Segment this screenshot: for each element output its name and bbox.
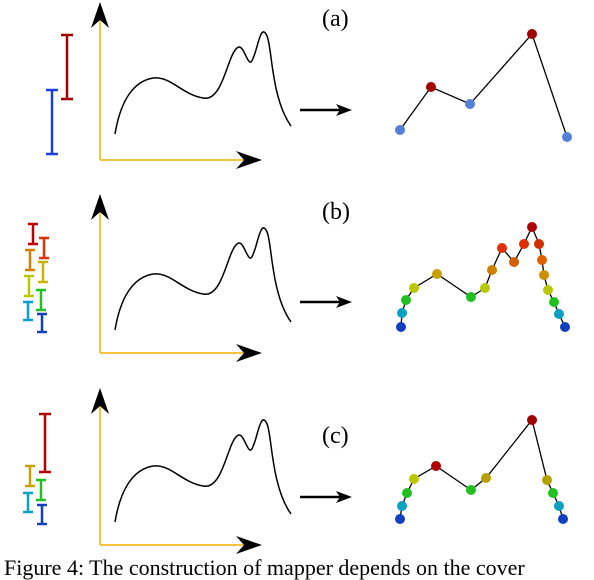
axes-a [91, 2, 262, 169]
y-axis-arrowhead [91, 388, 109, 414]
node [395, 514, 405, 524]
node [480, 283, 490, 293]
node [560, 322, 570, 332]
interval-b-4 [38, 260, 48, 284]
cover-intervals-a [46, 33, 73, 156]
node [397, 308, 407, 318]
interval-b-5 [24, 274, 34, 298]
panel-b: (b) [23, 194, 570, 362]
node [554, 309, 564, 319]
interval-a-1 [61, 33, 73, 101]
mapper-graph-a [395, 29, 572, 142]
node [397, 501, 407, 511]
node [487, 265, 497, 275]
y-axis-arrowhead [91, 2, 109, 28]
node [409, 283, 419, 293]
node [534, 239, 544, 249]
node [497, 243, 507, 253]
node [527, 415, 537, 425]
node [396, 322, 406, 332]
node [548, 488, 558, 498]
panel-label-c: (c) [322, 423, 349, 449]
cover-intervals-b [23, 222, 49, 334]
interval-c-1 [39, 412, 51, 474]
node [401, 295, 411, 305]
mapping-arrow [300, 104, 352, 116]
function-curve [114, 31, 292, 135]
interval-b-6 [36, 288, 46, 312]
node [542, 475, 552, 485]
node [395, 125, 405, 135]
node [519, 239, 529, 249]
interval-c-3 [36, 478, 46, 502]
function-curve [114, 227, 292, 331]
node [558, 514, 568, 524]
interval-c-4 [23, 491, 33, 514]
node [562, 132, 572, 142]
node [509, 257, 519, 267]
node [527, 29, 537, 39]
node [431, 461, 441, 471]
node [466, 292, 476, 302]
interval-c-2 [25, 464, 35, 488]
node [409, 474, 419, 484]
node [549, 297, 559, 307]
interval-b-8 [37, 312, 47, 334]
figure-caption: Figure 4: The construction of mapper dep… [4, 555, 525, 580]
mapping-arrow [300, 491, 352, 503]
node [481, 473, 491, 483]
node [543, 285, 553, 295]
panel-a: (a) [46, 2, 572, 169]
node [466, 485, 476, 495]
axes-b [91, 194, 262, 362]
x-axis-arrowhead [236, 151, 262, 169]
node [554, 501, 564, 511]
y-axis-arrowhead [91, 194, 109, 220]
interval-b-3 [25, 248, 35, 272]
interval-b-7 [23, 300, 33, 322]
node [402, 488, 412, 498]
x-axis-arrowhead [236, 344, 262, 362]
interval-b-1 [28, 222, 38, 246]
interval-c-5 [37, 503, 47, 526]
node [537, 255, 547, 265]
panel-label-b: (b) [322, 199, 350, 225]
node [527, 222, 537, 232]
node [432, 269, 442, 279]
mapper-graph-b [396, 222, 570, 332]
panel-label-a: (a) [322, 6, 349, 32]
panel-c: (c) [23, 388, 568, 554]
node [426, 82, 436, 92]
x-axis-arrowhead [236, 536, 262, 554]
mapper-graph-c [395, 415, 568, 524]
node [539, 270, 549, 280]
cover-intervals-c [23, 412, 51, 526]
axes-c [91, 388, 262, 554]
interval-b-2 [39, 236, 49, 260]
function-curve [114, 419, 292, 523]
node [465, 99, 475, 109]
mapping-arrow [300, 296, 352, 308]
interval-a-2 [46, 88, 58, 156]
